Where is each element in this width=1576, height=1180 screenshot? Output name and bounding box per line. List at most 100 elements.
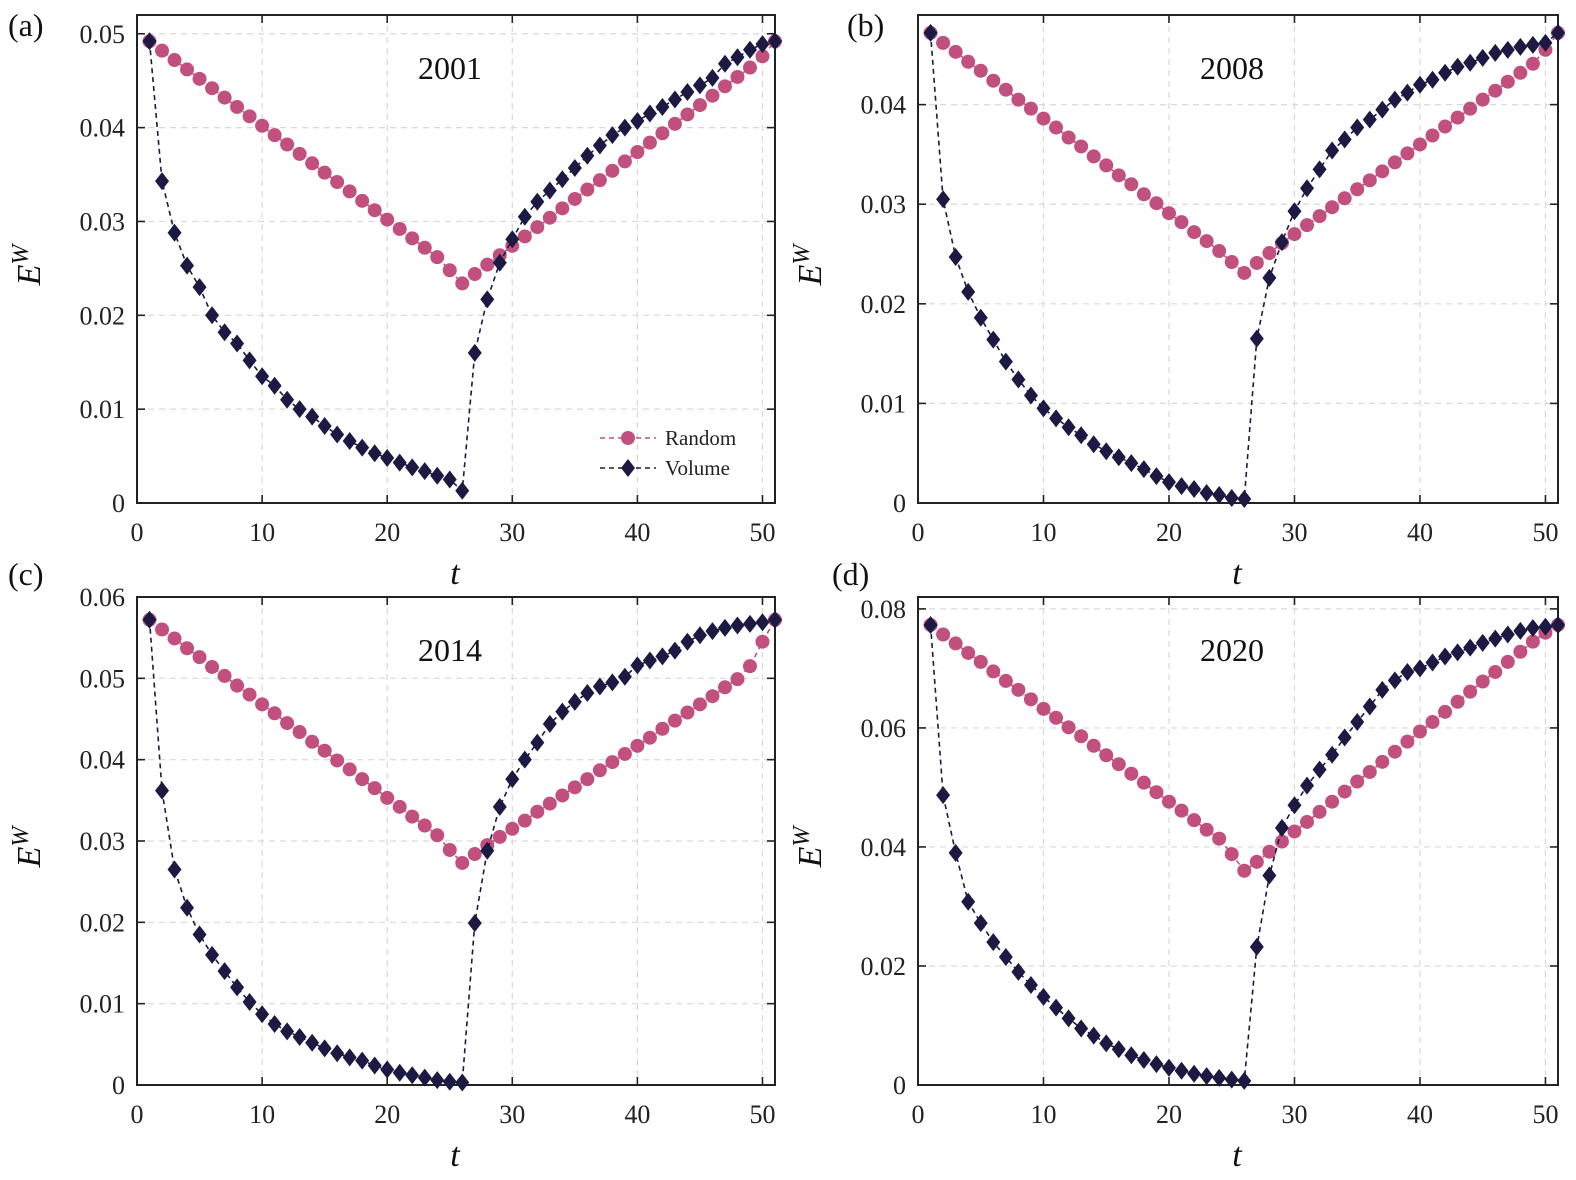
data-point-random — [305, 734, 320, 749]
data-point-random — [1438, 119, 1453, 134]
data-point-random — [1513, 644, 1528, 659]
data-point-random — [1475, 674, 1490, 689]
data-point-volume — [1438, 647, 1453, 666]
data-point-volume — [1061, 418, 1076, 437]
data-point-random — [1500, 654, 1515, 669]
y-axis-label-base: E — [792, 846, 829, 868]
data-point-volume — [1212, 486, 1227, 505]
data-point-volume — [1174, 477, 1189, 496]
data-point-random — [1136, 187, 1151, 202]
data-point-volume — [1513, 37, 1528, 56]
data-point-random — [1300, 218, 1315, 233]
data-point-random — [1149, 785, 1164, 800]
data-point-random — [205, 81, 220, 96]
data-point-volume — [392, 453, 407, 472]
data-point-random — [242, 687, 257, 702]
data-point-random — [1149, 196, 1164, 211]
data-point-volume — [217, 962, 232, 981]
x-axis-label: t — [1232, 1137, 1243, 1174]
data-point-volume — [505, 770, 520, 789]
data-point-random — [1475, 92, 1490, 107]
data-point-random — [1224, 847, 1239, 862]
data-point-random — [1425, 128, 1440, 143]
y-axis-label: EW — [789, 825, 829, 869]
data-point-volume — [1475, 48, 1490, 67]
x-tick-label: 10 — [1030, 1100, 1056, 1129]
panel-label: (d) — [832, 556, 869, 592]
data-point-volume — [255, 367, 270, 386]
data-point-random — [1262, 246, 1277, 261]
data-point-volume — [730, 48, 745, 67]
data-point-random — [1187, 225, 1202, 240]
data-point-random — [1049, 710, 1064, 725]
data-point-volume — [1111, 1040, 1126, 1059]
x-tick-label: 20 — [1156, 1100, 1182, 1129]
y-tick-label: 0.02 — [861, 290, 907, 319]
data-point-volume — [1475, 633, 1490, 652]
y-tick-label: 0.04 — [80, 746, 126, 775]
data-point-volume — [1538, 33, 1553, 52]
data-point-random — [255, 118, 270, 133]
data-point-volume — [567, 692, 582, 711]
data-point-random — [280, 716, 295, 731]
data-point-random — [1362, 764, 1377, 779]
data-point-random — [217, 668, 232, 683]
data-point-volume — [305, 407, 320, 426]
data-point-volume — [630, 656, 645, 675]
data-point-volume — [142, 32, 157, 51]
data-point-random — [355, 193, 370, 208]
data-point-volume — [1011, 962, 1026, 981]
x-tick-label: 0 — [912, 518, 925, 547]
data-point-volume — [242, 993, 257, 1012]
data-point-volume — [948, 843, 963, 862]
data-point-volume — [1387, 671, 1402, 690]
panel-a: 0 10 20 30 40 50 0 0.01 0.02 0.03 0.04 0.05 (a) 200… — [8, 7, 782, 592]
data-point-random — [1438, 704, 1453, 719]
data-point-volume — [492, 253, 507, 272]
data-point-random — [1124, 177, 1139, 192]
data-point-volume — [1375, 680, 1390, 699]
data-point-random — [1124, 766, 1139, 781]
data-point-random — [973, 654, 988, 669]
data-point-volume — [405, 458, 420, 477]
data-point-random — [230, 678, 245, 693]
data-point-volume — [1136, 1051, 1151, 1070]
data-point-random — [467, 847, 482, 862]
data-point-volume — [1136, 460, 1151, 479]
legend-volume-label: Volume — [665, 456, 730, 480]
data-point-volume — [1061, 1009, 1076, 1028]
data-point-random — [1212, 244, 1227, 259]
data-point-volume — [1036, 399, 1051, 418]
x-axis-label: t — [450, 555, 461, 592]
data-point-volume — [1237, 490, 1252, 509]
data-point-random — [342, 762, 357, 777]
data-point-volume — [292, 400, 307, 419]
data-point-volume — [355, 1051, 370, 1070]
data-point-random — [1237, 863, 1252, 878]
data-point-volume — [936, 786, 951, 805]
data-point-random — [367, 781, 382, 796]
data-point-volume — [973, 914, 988, 933]
data-point-volume — [1412, 659, 1427, 678]
x-tick-label: 20 — [1156, 518, 1182, 547]
data-point-volume — [455, 1073, 470, 1092]
x-tick-label: 40 — [1407, 518, 1433, 547]
data-point-random — [292, 146, 307, 161]
data-point-random — [330, 175, 345, 190]
y-axis-label-base: E — [11, 264, 48, 286]
data-point-random — [430, 828, 445, 843]
data-point-random — [580, 182, 595, 197]
data-point-random — [1375, 754, 1390, 769]
data-point-random — [1161, 794, 1176, 809]
data-point-volume — [342, 432, 357, 451]
data-point-volume — [1161, 1058, 1176, 1077]
data-point-volume — [923, 615, 938, 634]
data-point-volume — [1161, 473, 1176, 492]
data-point-volume — [392, 1063, 407, 1082]
data-point-volume — [342, 1048, 357, 1067]
y-tick-label: 0.02 — [80, 301, 126, 330]
data-point-volume — [455, 481, 470, 500]
data-point-volume — [492, 797, 507, 816]
data-point-volume — [1500, 625, 1515, 644]
x-tick-label: 0 — [912, 1100, 925, 1129]
